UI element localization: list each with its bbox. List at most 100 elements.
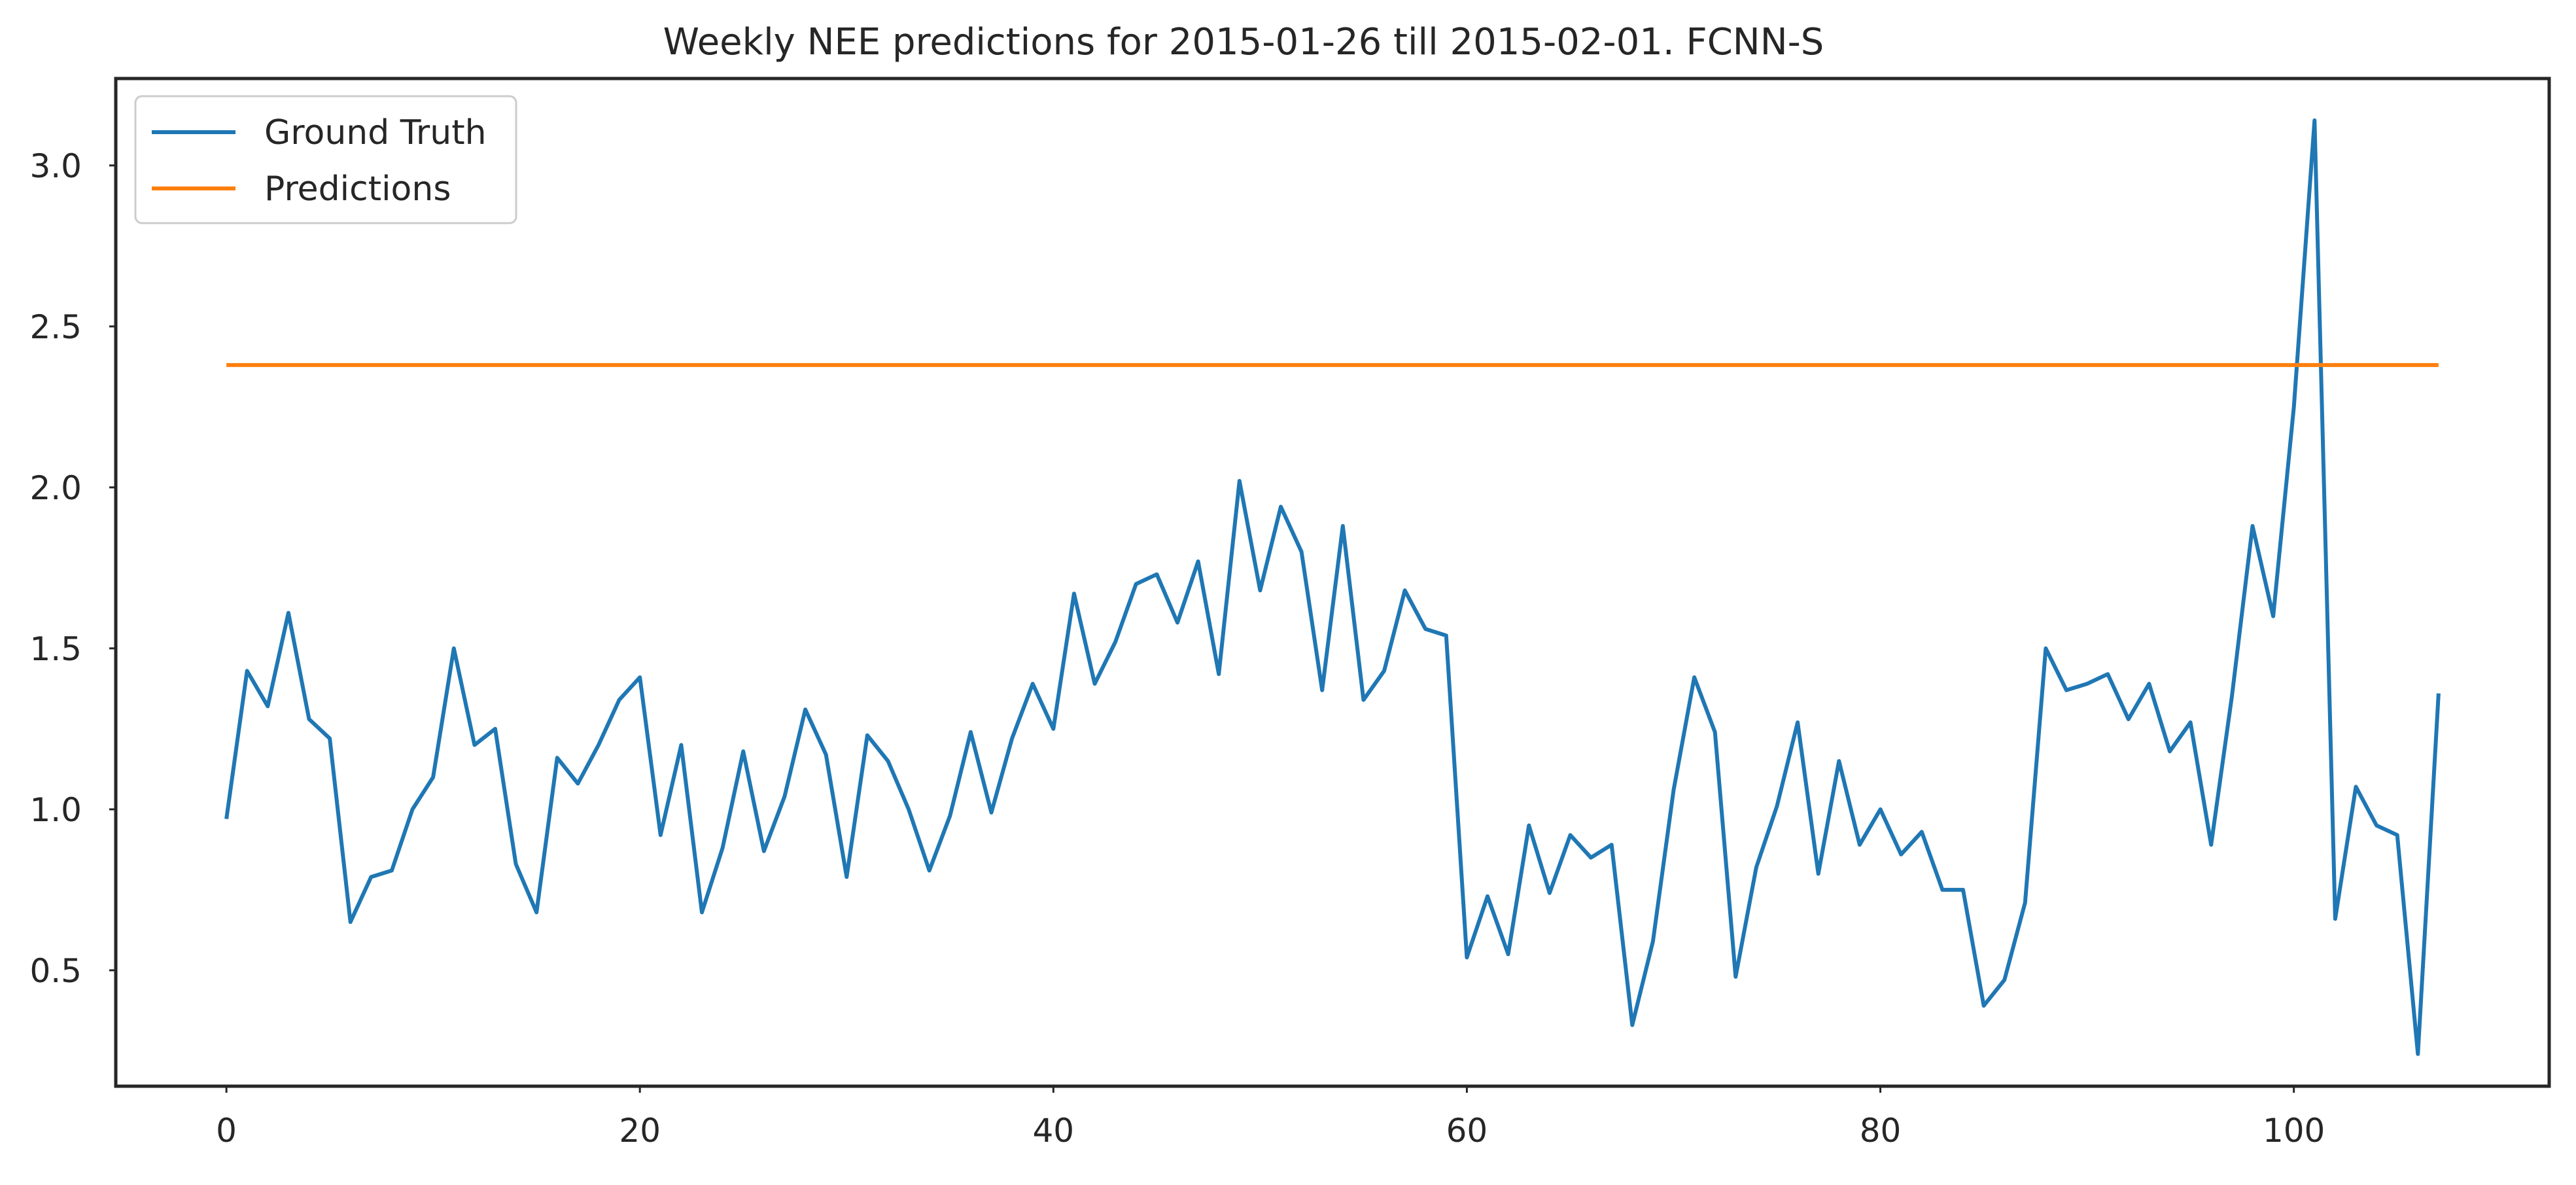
data-point-ground-truth [1651,940,1655,944]
data-point-ground-truth [1444,633,1448,637]
data-point-ground-truth [990,811,994,815]
data-point-ground-truth [349,920,353,924]
data-point-ground-truth [1031,682,1035,686]
data-point-ground-truth [762,849,766,853]
data-point-ground-truth [1134,582,1138,586]
data-point-predictions [224,363,228,367]
data-point-ground-truth [1527,824,1531,828]
data-point-ground-truth [2230,695,2234,699]
data-point-ground-truth [1238,479,1242,483]
data-point-ground-truth [2147,682,2151,686]
x-tick-label: 100 [2263,1112,2325,1150]
data-point-ground-truth [1155,573,1158,576]
data-point-ground-truth [2271,614,2275,618]
data-point-ground-truth [948,814,952,818]
data-point-ground-truth [1672,788,1676,792]
data-point-ground-truth [224,817,228,821]
data-point-ground-truth [1279,504,1283,508]
data-point-ground-truth [679,743,683,747]
data-point-ground-truth [1548,891,1552,895]
data-point-ground-truth [2312,118,2316,122]
data-point-ground-truth [2251,524,2255,528]
chart-title: Weekly NEE predictions for 2015-01-26 ti… [663,21,1824,63]
series-line-ground-truth [224,118,2441,1056]
data-point-ground-truth [1113,640,1117,644]
x-tick-label: 80 [1860,1112,1902,1150]
data-point-ground-truth [1754,865,1758,869]
data-point-ground-truth [2064,688,2068,692]
data-point-ground-truth [245,669,249,673]
data-point-ground-truth [1175,621,1179,625]
data-point-ground-truth [2333,917,2337,921]
data-point-ground-truth [1506,952,1510,956]
data-point-ground-truth [1692,675,1696,679]
data-point-ground-truth [1320,688,1324,692]
data-point-ground-truth [1361,698,1365,702]
data-point-ground-truth [266,704,270,708]
data-point-ground-truth [1899,853,1903,857]
data-point-ground-truth [1775,804,1779,808]
data-point-ground-truth [1093,682,1097,686]
data-point-ground-truth [1300,550,1304,554]
data-point-ground-truth [2416,1052,2420,1056]
data-point-ground-truth [969,730,973,734]
data-point-ground-truth [2168,749,2172,753]
data-point-ground-truth [1486,894,1489,898]
data-point-ground-truth [1051,727,1055,731]
data-point-ground-truth [1610,843,1614,847]
x-tick-label: 0 [216,1112,237,1150]
data-point-ground-truth [307,717,311,721]
data-point-ground-truth [1465,955,1469,959]
data-point-ground-truth [2354,785,2358,788]
data-point-ground-truth [886,759,890,763]
data-point-ground-truth [907,807,911,811]
data-point-ground-truth [618,698,621,702]
data-point-ground-truth [2437,692,2441,696]
data-point-ground-truth [2023,901,2027,905]
data-point-ground-truth [659,833,663,837]
data-point-ground-truth [1733,975,1737,979]
data-point-ground-truth [2002,978,2006,982]
data-point-ground-truth [1796,720,1800,724]
data-point-ground-truth [721,846,725,850]
x-tick-label: 60 [1446,1112,1488,1150]
data-point-ground-truth [803,707,807,711]
data-point-ground-truth [782,794,786,798]
data-point-ground-truth [1982,1004,1986,1008]
data-point-ground-truth [1569,833,1573,837]
data-point-ground-truth [1072,592,1076,595]
data-point-ground-truth [328,737,332,741]
data-point-ground-truth [1589,856,1593,860]
legend: Ground Truth Predictions [134,95,517,224]
data-point-ground-truth [576,782,580,786]
data-point-ground-truth [824,752,828,756]
data-point-ground-truth [1858,843,1862,847]
data-point-ground-truth [1940,888,1944,892]
data-point-ground-truth [1196,559,1200,563]
data-point-ground-truth [1713,730,1717,734]
data-point-ground-truth [865,734,869,737]
data-point-ground-truth [1423,627,1427,631]
data-point-ground-truth [555,756,559,760]
data-point-ground-truth [1217,672,1221,676]
data-point-ground-truth [1403,588,1407,592]
y-tick-label: 0.5 [29,952,82,990]
y-tick-label: 2.0 [29,469,82,507]
data-point-ground-truth [431,775,435,779]
data-point-ground-truth [2189,720,2193,724]
y-tick-label: 3.0 [29,147,82,185]
data-point-ground-truth [534,910,538,914]
data-point-ground-truth [1879,807,1883,811]
data-point-ground-truth [2044,646,2047,650]
axis-ticks: 0 20 40 60 80 100 0.5 1.0 1.5 2.0 2.5 3.0 [29,147,2325,1150]
data-point-ground-truth [741,749,745,753]
data-point-ground-truth [411,807,415,811]
data-point-ground-truth [2106,672,2110,676]
data-point-ground-truth [493,727,497,731]
data-point-ground-truth [844,875,848,879]
data-point-ground-truth [1630,1023,1634,1027]
data-point-ground-truth [1341,524,1345,528]
data-point-ground-truth [2292,405,2296,409]
data-point-ground-truth [928,868,931,872]
plot-lines [224,118,2441,1056]
